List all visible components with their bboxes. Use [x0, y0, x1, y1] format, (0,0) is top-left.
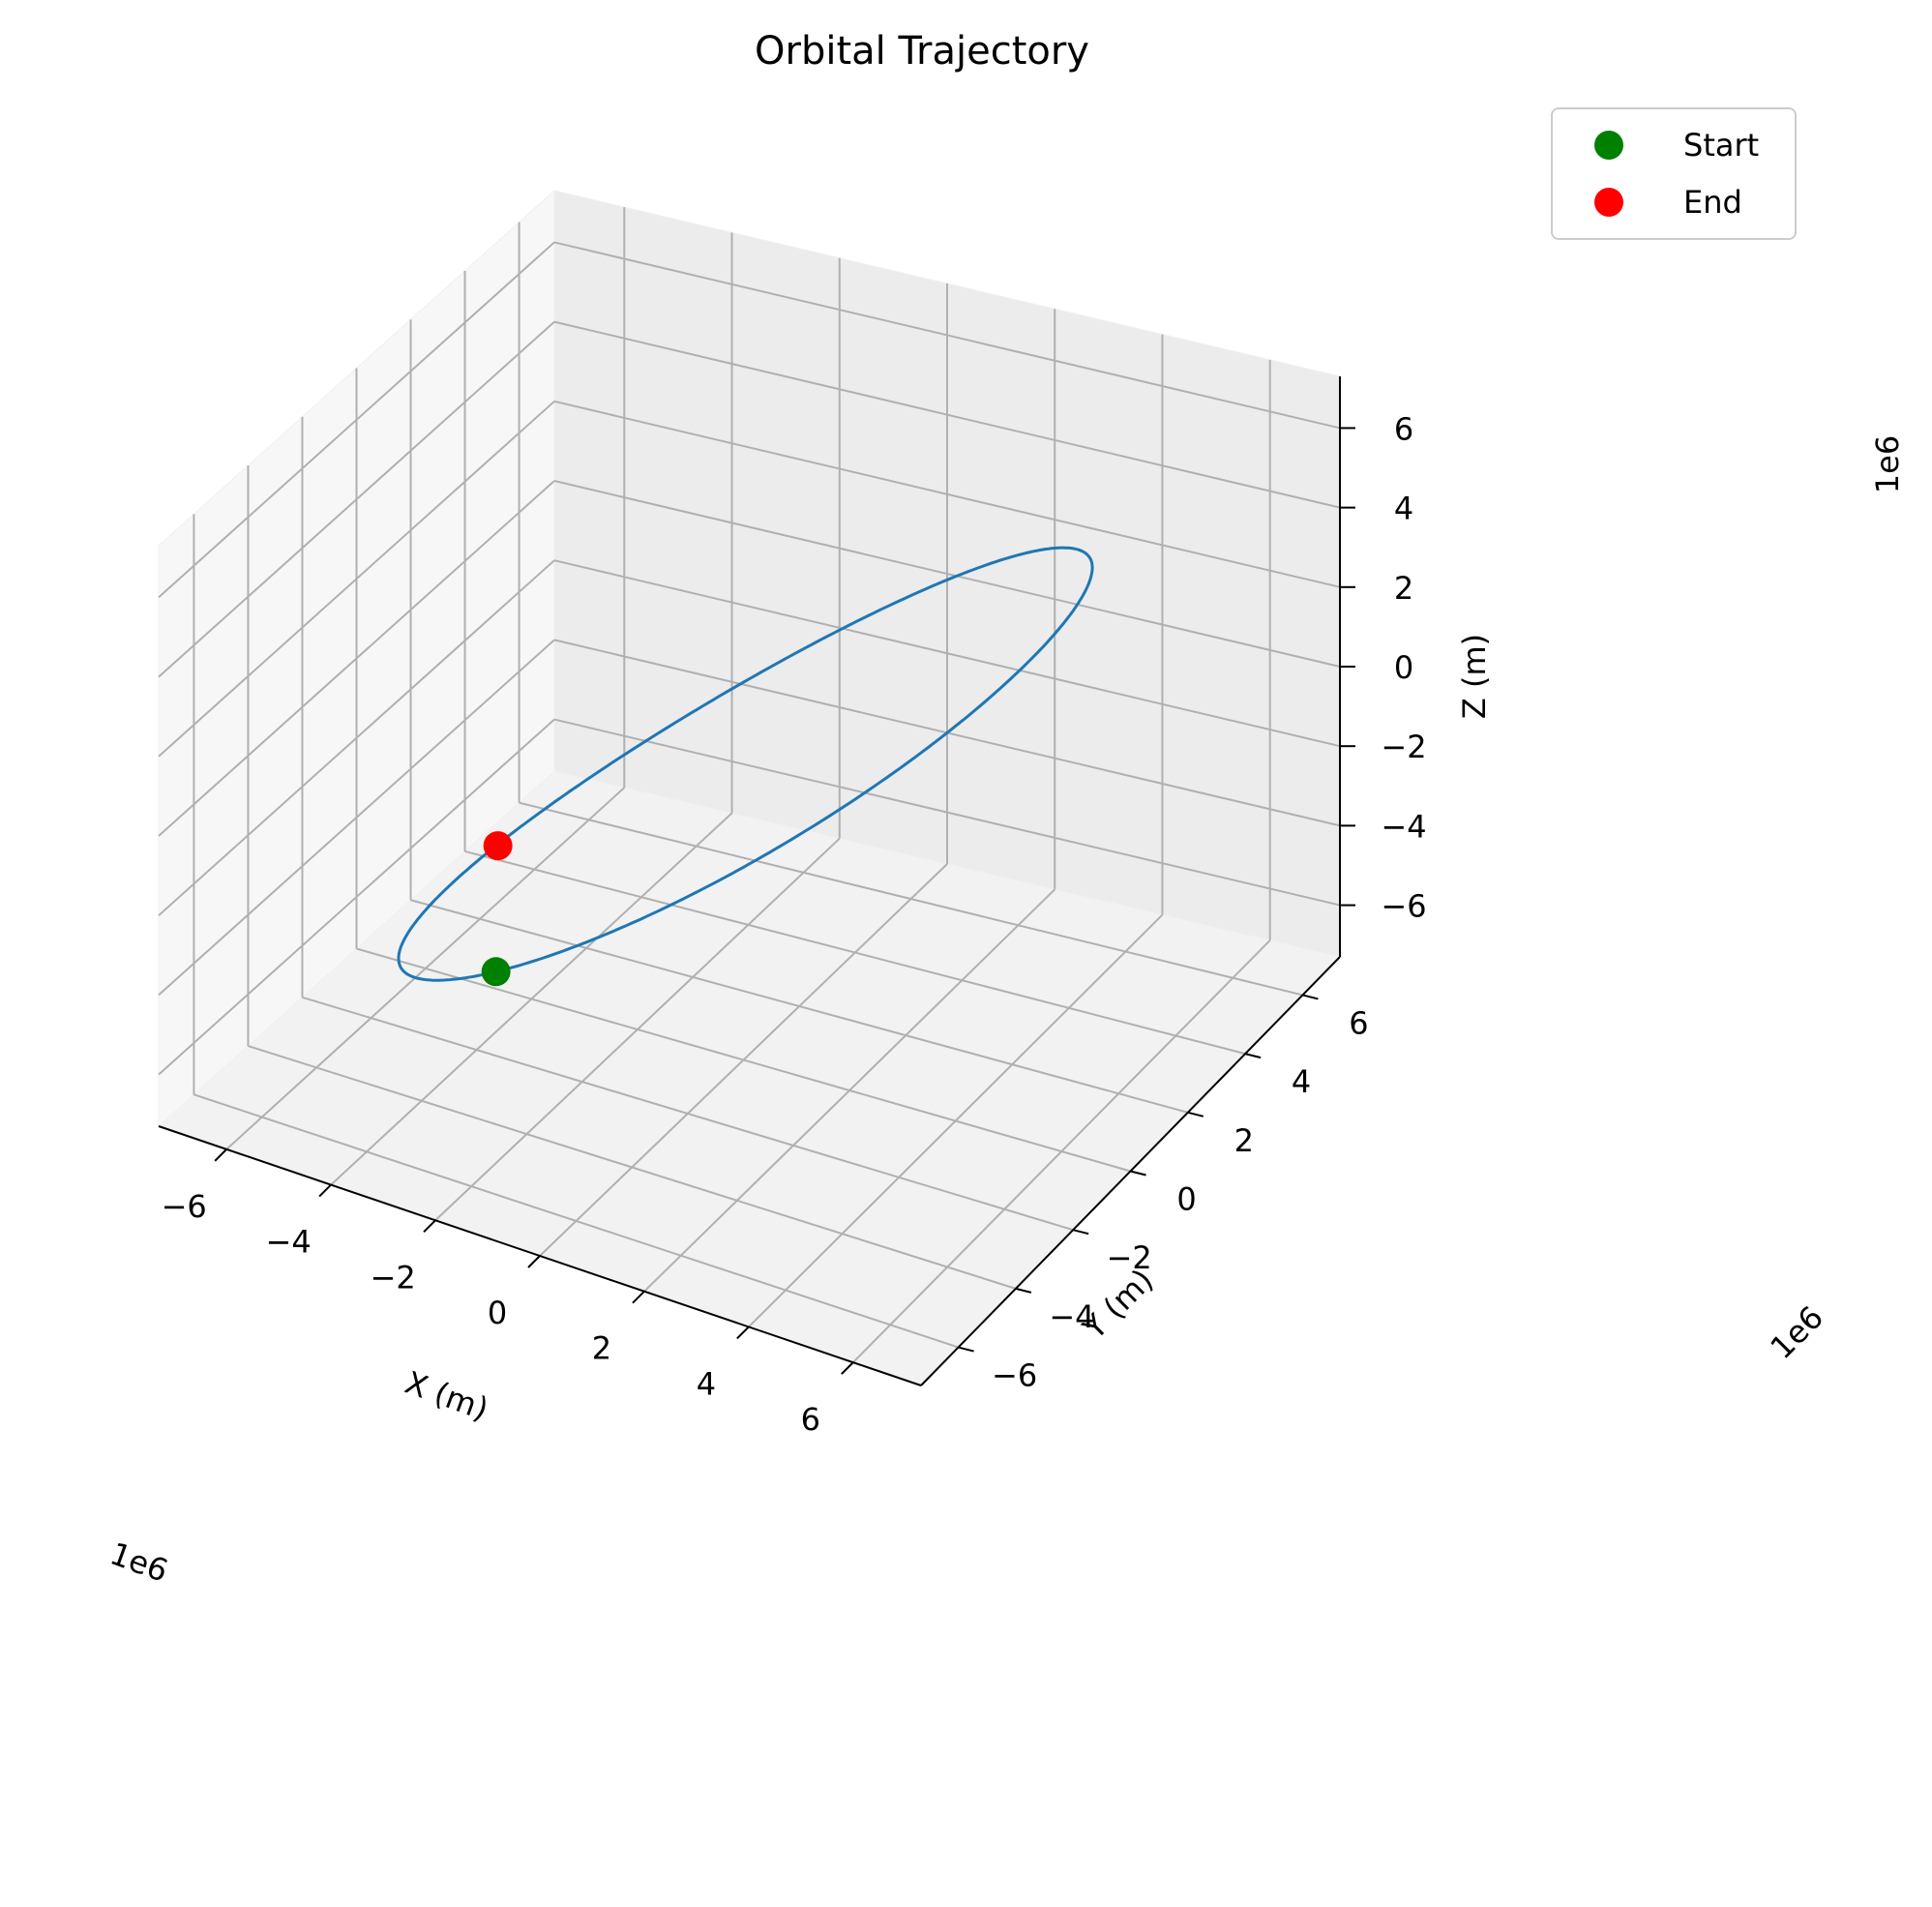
z-axis-tick-label: −2 — [1381, 729, 1426, 765]
grid-x-floor — [852, 939, 1271, 1363]
z-axis-tick-label: 6 — [1394, 410, 1413, 447]
grid-z-left — [158, 480, 555, 837]
grid-x-floor — [748, 913, 1164, 1328]
start-point-marker — [481, 957, 511, 987]
x-axis-tick-label: −6 — [162, 1188, 207, 1225]
x-axis-tick-label: 6 — [801, 1401, 820, 1438]
grid-y-floor — [410, 899, 1189, 1114]
x-axis-tick-mark — [841, 1361, 854, 1375]
y-axis-tick-label: 0 — [1176, 1181, 1196, 1218]
legend-start-label: Start — [1683, 127, 1759, 164]
grid-z-back — [553, 320, 1341, 509]
y-axis-tick-label: −4 — [1049, 1298, 1094, 1335]
x-axis-tick-label: 4 — [697, 1365, 716, 1402]
y-axis-tick-mark — [1015, 1287, 1032, 1294]
y-axis-tick-label: −6 — [992, 1357, 1037, 1394]
x-axis-tick-label: 2 — [592, 1330, 611, 1367]
legend-start-marker — [1594, 131, 1623, 160]
grid-x-floor — [643, 888, 1055, 1293]
x-axis-tick-mark — [736, 1326, 750, 1340]
x-axis-tick-mark — [318, 1183, 332, 1198]
x-axis-tick-mark — [423, 1219, 436, 1233]
y-axis-tick-mark — [1072, 1229, 1089, 1236]
y-axis-tick-label: 2 — [1234, 1122, 1254, 1159]
x-axis-ticks: −6 −4 −2 0 2 4 6 — [162, 1148, 854, 1438]
y-axis-tick-label: 6 — [1349, 1004, 1368, 1041]
y-axis-tick-mark — [1244, 1053, 1262, 1059]
z-axis-tick-label: 4 — [1394, 491, 1413, 527]
z-axis-tick-label: 2 — [1394, 570, 1413, 607]
y-axis-tick-mark — [958, 1346, 974, 1353]
grid-z-left — [158, 401, 555, 758]
orbit-trajectory-line — [397, 546, 1094, 982]
z-axis-offset-label: 1e6 — [1869, 435, 1906, 493]
grid-z-back — [553, 400, 1341, 588]
z-axis-label: Z (m) — [1456, 634, 1493, 719]
y-axis-tick-mark — [1187, 1111, 1204, 1117]
legend-box — [1551, 107, 1797, 240]
z-axis-ticks: −6 −4 −2 0 2 4 6 — [1340, 410, 1427, 925]
z-axis-tick-label: −4 — [1381, 808, 1426, 845]
chart-title: Orbital Trajectory — [755, 29, 1089, 74]
grid-y-floor — [464, 849, 1246, 1056]
x-axis-tick-mark — [632, 1291, 645, 1304]
z-axis-tick-label: 0 — [1394, 649, 1413, 686]
x-axis-tick-mark — [214, 1148, 227, 1162]
grid-z-back — [553, 241, 1341, 430]
grid-y-floor — [356, 947, 1131, 1173]
y-axis-ticks: −6 −4 −2 0 2 4 6 — [958, 994, 1369, 1394]
x-axis-tick-label: 0 — [488, 1295, 507, 1331]
grid-z-left — [158, 320, 555, 678]
axes-gridlines — [158, 207, 1341, 1363]
y-axis-tick-label: −2 — [1107, 1239, 1152, 1276]
grid-z-back — [553, 480, 1341, 668]
y-axis-tick-mark — [1302, 994, 1319, 1000]
legend-end-label: End — [1683, 184, 1742, 221]
x-axis-tick-mark — [527, 1255, 541, 1268]
y-axis-tick-label: 4 — [1292, 1063, 1311, 1100]
legend-end-marker — [1594, 188, 1623, 217]
grid-z-left — [158, 241, 555, 599]
grid-y-floor — [519, 801, 1303, 997]
x-axis-tick-label: −4 — [266, 1224, 312, 1261]
y-axis-tick-mark — [1130, 1170, 1146, 1177]
legend: Start End — [1551, 107, 1797, 240]
x-axis-tick-label: −2 — [371, 1259, 416, 1296]
end-point-marker — [483, 831, 513, 861]
z-axis-tick-label: −6 — [1381, 888, 1426, 925]
